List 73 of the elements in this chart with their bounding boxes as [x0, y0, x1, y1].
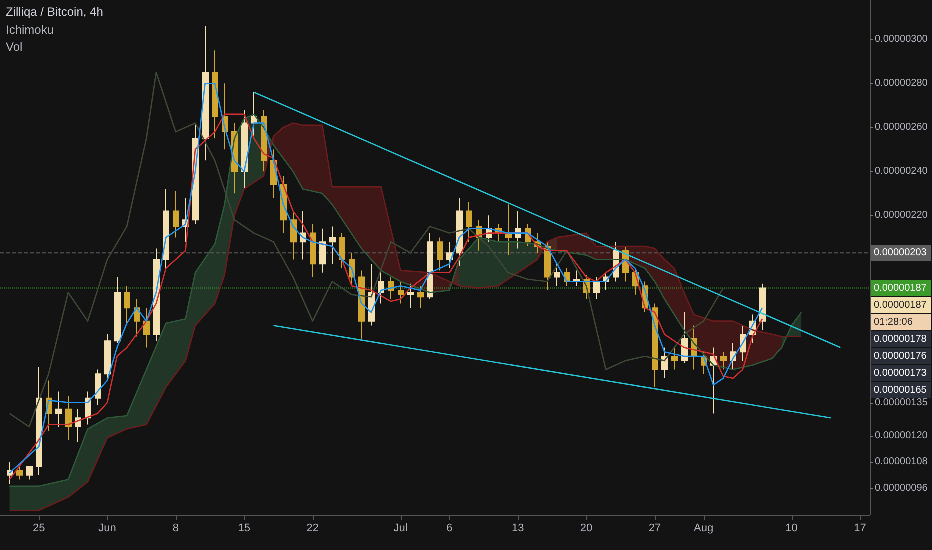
- candlestick: [456, 198, 463, 267]
- candlestick: [554, 264, 560, 287]
- ref-line-label: 0.00000187: [874, 282, 928, 294]
- candlestick: [466, 202, 472, 243]
- candlestick: [720, 352, 727, 370]
- x-tick-label: 22: [306, 522, 319, 534]
- candlestick: [319, 228, 326, 274]
- text: 0.00000178: [874, 334, 928, 345]
- x-tick-label: 6: [446, 522, 453, 534]
- candlestick: [251, 92, 257, 140]
- annotation: Vol: [6, 40, 23, 54]
- candlestick: [55, 391, 62, 428]
- x-tick-label: 10: [786, 522, 798, 534]
- candlestick: [290, 210, 297, 260]
- x-tick-label: 17: [854, 522, 866, 534]
- y-tick-label: 0.00000260: [875, 122, 928, 134]
- x-tick-label: 8: [172, 522, 180, 534]
- candlestick: [212, 50, 218, 140]
- candlestick: [407, 283, 414, 309]
- candlestick: [26, 466, 33, 480]
- x-tick-label: 25: [32, 522, 46, 534]
- candlestick: [114, 276, 121, 344]
- text: 01:28:06: [874, 316, 914, 328]
- candlestick: [241, 110, 248, 190]
- candlestick: [378, 270, 384, 304]
- candlestick: [7, 462, 13, 485]
- y-tick-label: 0.00000280: [875, 78, 928, 90]
- candlestick: [759, 283, 766, 331]
- x-tick-label: 15: [238, 522, 251, 534]
- y-tick-label: 0.00000300: [875, 34, 928, 46]
- candlestick: [163, 188, 169, 270]
- candlestick: [95, 369, 101, 406]
- candlestick: [300, 210, 306, 260]
- candlestick: [593, 276, 600, 300]
- x-tick-label: Aug: [694, 522, 714, 534]
- x-tick-label: Jun: [98, 522, 116, 534]
- candlestick: [65, 396, 72, 441]
- text: 0.00000187: [874, 300, 927, 311]
- y-tick-label: 0.00000135: [875, 397, 928, 408]
- candlestick: [339, 232, 345, 270]
- candlestick: [398, 281, 404, 304]
- candlestick: [75, 408, 81, 443]
- text: 0.00000176: [874, 350, 928, 362]
- annotation: Ichimoku: [6, 23, 54, 37]
- y-tick-label: 0.00000120: [875, 430, 928, 442]
- candlestick: [505, 204, 512, 256]
- candlestick: [16, 466, 23, 480]
- ref-line-label: 0.00000203: [874, 248, 928, 259]
- y-tick-label: 0.00000096: [875, 483, 928, 494]
- x-tick-label: Jul: [394, 522, 408, 534]
- candlestick: [124, 286, 130, 326]
- x-tick-label: 20: [580, 522, 593, 534]
- text: 0.00000173: [874, 368, 928, 379]
- candlestick: [417, 286, 424, 309]
- candlestick: [202, 26, 209, 162]
- text: 0.00000165: [874, 384, 928, 396]
- x-tick-label: 27: [648, 522, 662, 534]
- candlestick: [143, 308, 150, 348]
- y-tick-label: 0.00000220: [875, 210, 928, 222]
- candlestick: [310, 224, 316, 278]
- candlestick: [446, 242, 453, 270]
- candlestick: [427, 232, 433, 300]
- y-tick-label: 0.00000108: [875, 456, 928, 468]
- candlestick: [329, 226, 336, 265]
- candlestick: [681, 312, 688, 364]
- candlestick: [671, 347, 678, 370]
- line-series: [9, 72, 724, 428]
- candlestick: [437, 237, 443, 272]
- candlestick: [104, 334, 111, 380]
- candlestick: [173, 190, 179, 238]
- x-tick-label: 13: [512, 522, 524, 534]
- y-tick-label: 0.00000240: [875, 166, 928, 178]
- text: Zilliqa / Bitcoin, 4h: [6, 5, 104, 19]
